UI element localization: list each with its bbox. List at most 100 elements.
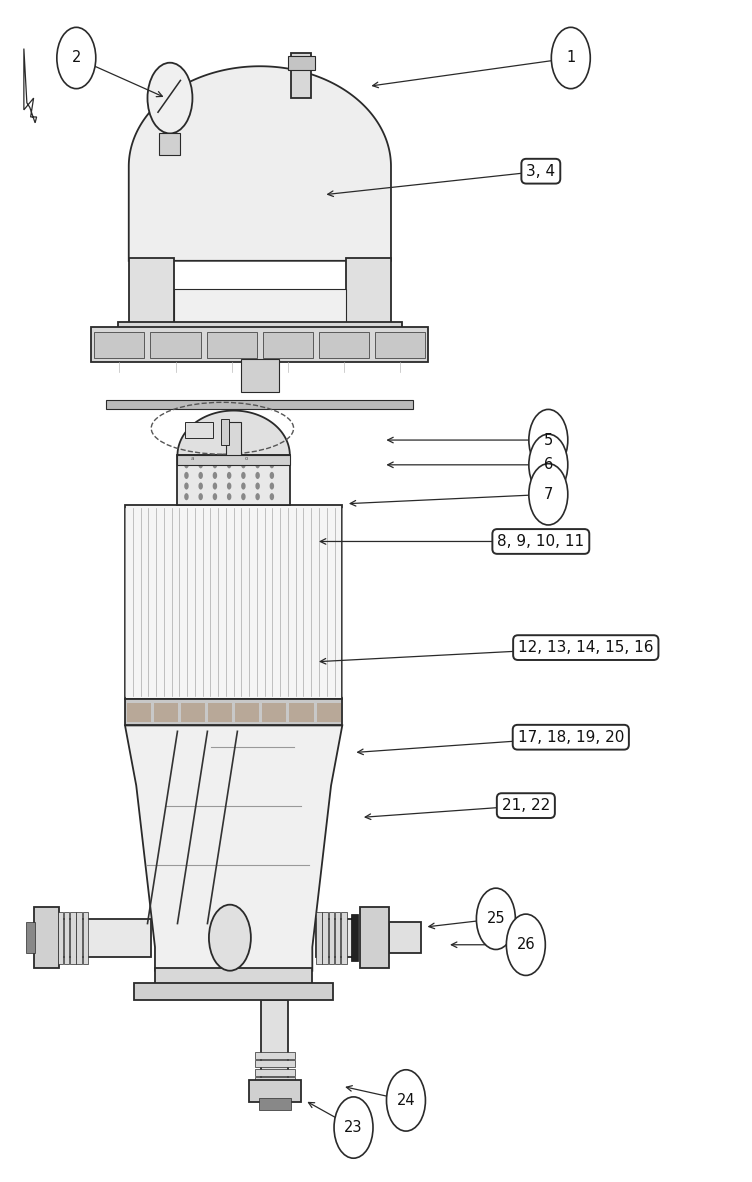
Text: 26: 26 [517, 937, 535, 953]
Circle shape [529, 434, 568, 495]
Bar [335, 911, 341, 963]
Bar [208, 703, 232, 722]
Circle shape [147, 63, 193, 134]
Circle shape [256, 472, 260, 479]
Bar [174, 288, 346, 326]
Polygon shape [177, 410, 290, 455]
Circle shape [241, 493, 246, 500]
Circle shape [227, 472, 232, 479]
Circle shape [213, 461, 217, 468]
Circle shape [256, 482, 260, 489]
Bar [26, 922, 35, 953]
Circle shape [227, 482, 232, 489]
Polygon shape [125, 726, 342, 970]
Bar [125, 505, 342, 700]
Bar [375, 332, 426, 357]
Bar [135, 982, 333, 1000]
Bar [180, 703, 205, 722]
Bar [34, 907, 59, 968]
Circle shape [529, 463, 568, 525]
Bar [346, 259, 391, 326]
Circle shape [241, 461, 246, 468]
Circle shape [506, 914, 545, 975]
Polygon shape [129, 66, 391, 261]
Text: 8, 9, 10, 11: 8, 9, 10, 11 [497, 534, 584, 548]
Bar [255, 1077, 295, 1084]
Bar [70, 911, 76, 963]
Bar [287, 56, 314, 70]
Circle shape [184, 493, 189, 500]
Bar [159, 134, 180, 155]
Bar [341, 911, 347, 963]
Polygon shape [24, 48, 37, 123]
Text: 23: 23 [344, 1121, 362, 1135]
Bar [323, 911, 328, 963]
Circle shape [241, 472, 246, 479]
Bar [241, 358, 278, 391]
Circle shape [199, 461, 203, 468]
Bar [316, 918, 357, 956]
Circle shape [213, 493, 217, 500]
Circle shape [270, 482, 274, 489]
Bar [235, 703, 259, 722]
Bar [329, 911, 334, 963]
Bar [125, 700, 342, 726]
Bar [77, 911, 82, 963]
Circle shape [184, 482, 189, 489]
Circle shape [199, 493, 203, 500]
Bar [177, 455, 290, 465]
Circle shape [209, 904, 251, 970]
Bar [291, 53, 311, 98]
Circle shape [184, 461, 189, 468]
Text: 5: 5 [544, 433, 553, 448]
Bar [155, 968, 312, 985]
Bar [126, 703, 150, 722]
Bar [262, 1000, 288, 1096]
Bar [177, 455, 290, 505]
Circle shape [334, 1097, 373, 1158]
Text: 6: 6 [544, 457, 553, 473]
Bar [129, 259, 174, 326]
Circle shape [387, 1070, 426, 1131]
Bar [350, 914, 358, 961]
Bar [58, 918, 151, 956]
Bar [226, 422, 241, 460]
Text: 25: 25 [487, 911, 505, 927]
Bar [83, 911, 88, 963]
Bar [117, 323, 402, 340]
Bar [255, 1060, 295, 1067]
Bar [249, 1080, 301, 1102]
Bar [259, 1098, 290, 1110]
Bar [262, 703, 287, 722]
Circle shape [199, 472, 203, 479]
Bar [263, 332, 313, 357]
Circle shape [213, 472, 217, 479]
Circle shape [270, 493, 274, 500]
Circle shape [270, 461, 274, 468]
Bar [150, 332, 201, 357]
Text: o: o [245, 456, 248, 461]
Circle shape [227, 461, 232, 468]
Bar [390, 922, 421, 953]
Circle shape [57, 27, 96, 89]
Circle shape [551, 27, 590, 89]
Bar [58, 911, 63, 963]
Bar [359, 907, 390, 968]
Text: a: a [191, 456, 195, 461]
Circle shape [256, 461, 260, 468]
Text: 17, 18, 19, 20: 17, 18, 19, 20 [517, 729, 624, 745]
Circle shape [270, 472, 274, 479]
Circle shape [213, 482, 217, 489]
Text: 2: 2 [71, 51, 81, 65]
Text: 21, 22: 21, 22 [502, 798, 550, 813]
Bar [255, 1052, 295, 1059]
Bar [94, 332, 144, 357]
Bar [316, 911, 322, 963]
Circle shape [477, 888, 515, 949]
Bar [64, 911, 69, 963]
Bar [317, 703, 341, 722]
Circle shape [227, 493, 232, 500]
Circle shape [241, 482, 246, 489]
Bar [91, 327, 429, 362]
Bar [185, 422, 214, 437]
